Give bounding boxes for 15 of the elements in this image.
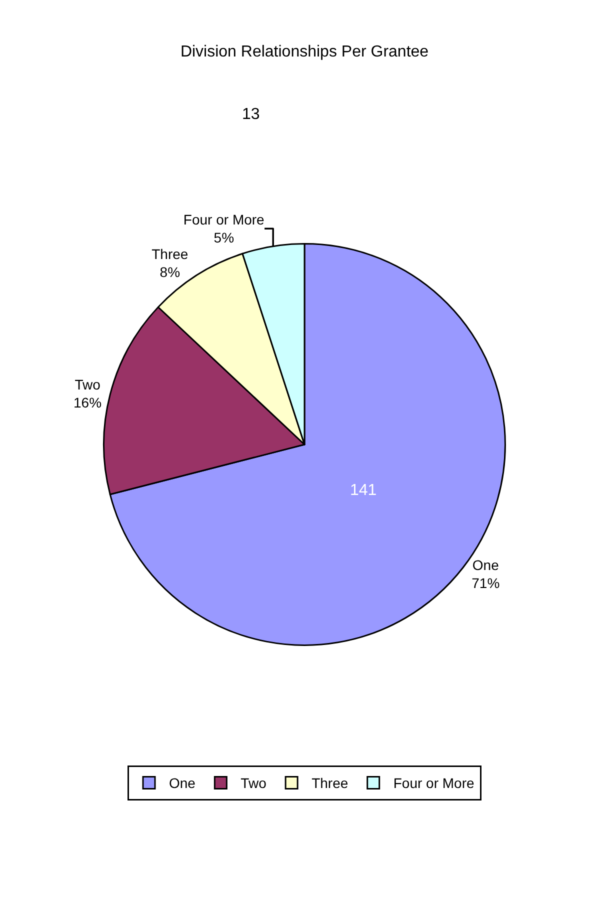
text: 141 (350, 482, 377, 499)
chart-title: Division Relationships Per Grantee (180, 44, 429, 61)
data-label: 71% (472, 575, 500, 592)
slice-label: Three (152, 246, 188, 262)
slice-label: Two (74, 376, 101, 392)
data-label: 8% (160, 264, 180, 280)
legend-label: Three (312, 775, 348, 792)
data-label: 16% (74, 394, 102, 411)
slice-label: Four or More (183, 212, 265, 228)
data-label: 5% (214, 230, 234, 246)
text: 13 (242, 106, 260, 123)
legend-label: Two (240, 775, 267, 792)
legend-label: Four or More (393, 775, 474, 792)
slice-label: One (472, 556, 500, 573)
legend-label: One (169, 775, 196, 792)
